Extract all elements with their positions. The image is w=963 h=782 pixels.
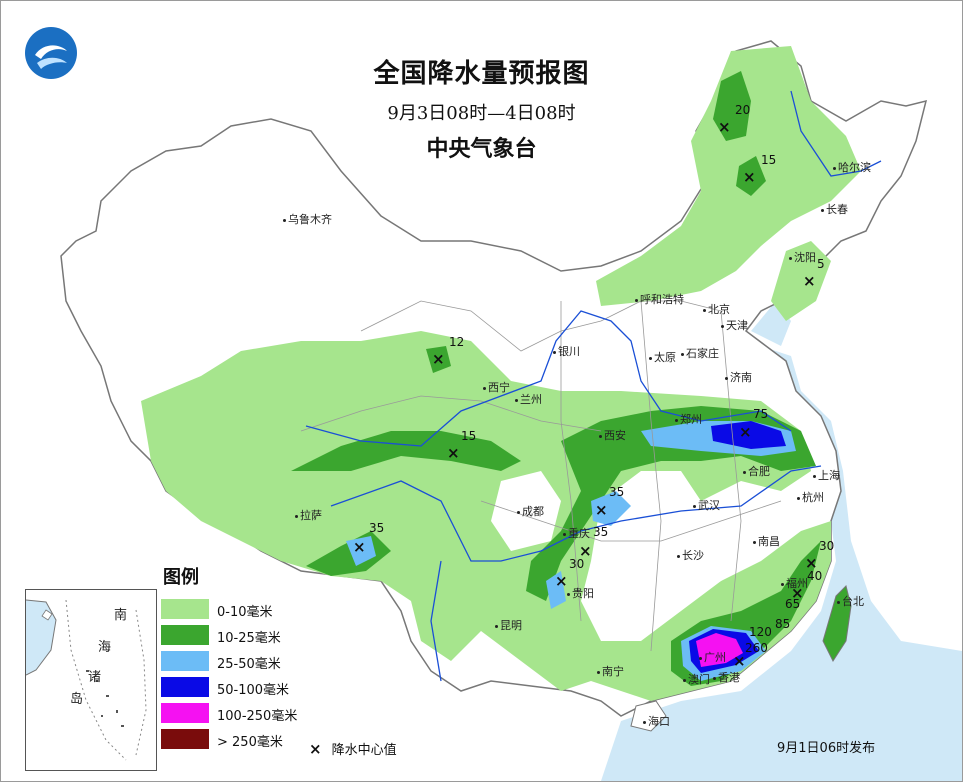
inset-map: [25, 599, 147, 761]
south-sea-inset: 南 海 诸 岛: [25, 589, 157, 771]
city-lhasa: 拉萨: [295, 507, 322, 523]
issue-time: 9月1日06时发布: [777, 741, 876, 756]
cma-logo-icon: [25, 27, 77, 79]
city-guangzhou: 广州: [699, 649, 726, 665]
dry-area-central: [611, 511, 761, 601]
precip-center-value: 85: [775, 617, 791, 631]
inset-label: 海: [98, 640, 112, 655]
legend-title: 图例: [163, 567, 199, 588]
precip-center-marker: ×: [718, 118, 731, 136]
inset-label: 南: [114, 608, 128, 623]
city-nanchang: 南昌: [753, 533, 780, 549]
precip-center-marker: ×: [743, 168, 756, 186]
legend-item: 0-10毫米: [161, 599, 311, 620]
precip-center-marker: ×: [579, 542, 592, 560]
inset-label: 诸: [88, 670, 102, 685]
city-changchun: 长春: [821, 201, 848, 217]
precip-center-value: 35: [593, 525, 609, 539]
city-lanzhou: 兰州: [515, 391, 542, 407]
city-hefei: 合肥: [743, 463, 770, 479]
precip-center-marker: ×: [805, 554, 818, 572]
province-borders: [300, 300, 782, 652]
precip-100-250-area: [696, 633, 743, 667]
legend-swatch: [161, 625, 209, 645]
precip-center-marker: ×: [353, 538, 366, 556]
precip-center-value: 30: [819, 539, 835, 553]
legend-item: 10-25毫米: [161, 625, 311, 646]
legend-item: 100-250毫米: [161, 703, 311, 724]
city-harbin: 哈尔滨: [833, 159, 871, 175]
city-tianjin: 天津: [721, 317, 748, 333]
precip-center-marker: ×: [555, 572, 568, 590]
legend-swatch: [161, 599, 209, 619]
city-haikou: 海口: [643, 713, 670, 729]
city-wuhan: 武汉: [693, 497, 720, 513]
inset-label: 岛: [70, 692, 84, 707]
sea-area: [601, 331, 962, 781]
precip-center-value: 12: [449, 335, 465, 349]
legend-swatch: [161, 677, 209, 697]
city-macau: 澳门: [683, 671, 710, 687]
taiwan-island: [822, 585, 852, 663]
x-marker-icon: ×: [309, 740, 322, 758]
city-fuzhou: 福州: [781, 575, 808, 591]
precip-center-value: 30: [569, 557, 585, 571]
precip-center-value: 75: [753, 407, 769, 421]
city-urumqi: 乌鲁木齐: [283, 211, 332, 227]
legend-swatch: [161, 651, 209, 671]
city-hangzhou: 杭州: [797, 489, 824, 505]
city-xian: 西安: [599, 427, 626, 443]
precip-center-marker: ×: [733, 652, 746, 670]
city-xining: 西宁: [483, 379, 510, 395]
dry-area-sichuan: [491, 471, 561, 551]
legend-center-marker: × 降水中心值: [309, 740, 397, 758]
precip-center-value: 260: [745, 641, 768, 655]
city-shijiazhuang: 石家庄: [681, 345, 719, 361]
city-hongkong: 香港: [713, 669, 740, 685]
precip-center-value: 15: [761, 153, 777, 167]
precip-center-value: 20: [735, 103, 751, 117]
forecast-period: 9月3日08时—4日08时: [387, 103, 576, 124]
city-zhengzhou: 郑州: [675, 411, 702, 427]
city-taiyuan: 太原: [649, 349, 676, 365]
precip-center-value: 40: [807, 569, 823, 583]
precip-center-value: 15: [461, 429, 477, 443]
city-jinan: 济南: [725, 369, 752, 385]
precip-center-marker: ×: [739, 423, 752, 441]
city-guiyang: 贵阳: [567, 585, 594, 601]
precip-center-marker: ×: [803, 272, 816, 290]
city-shanghai: 上海: [813, 467, 840, 483]
precip-center-value: 65: [785, 597, 801, 611]
legend-swatch: [161, 729, 209, 749]
city-chengdu: 成都: [517, 503, 544, 519]
rivers: [305, 90, 882, 682]
issuer-name: 中央气象台: [426, 137, 537, 162]
city-changsha: 长沙: [677, 547, 704, 563]
city-beijing: 北京: [703, 301, 730, 317]
city-yinchuan: 银川: [553, 343, 580, 359]
city-hohhot: 呼和浩特: [635, 291, 684, 307]
precip-center-value: 120: [749, 625, 772, 639]
legend-item: > 250毫米: [161, 729, 311, 750]
precip-center-marker: ×: [432, 350, 445, 368]
city-chongqing: 重庆: [563, 525, 590, 541]
city-shenyang: 沈阳: [789, 249, 816, 265]
legend-swatch: [161, 703, 209, 723]
hainan-island: [630, 700, 667, 732]
legend-item: 25-50毫米: [161, 651, 311, 672]
city-taipei: 台北: [837, 593, 864, 609]
precip-center-marker: ×: [595, 501, 608, 519]
city-nanning: 南宁: [597, 663, 624, 679]
city-kunming: 昆明: [495, 617, 522, 633]
map-title: 全国降水量预报图: [373, 59, 590, 89]
precip-center-marker: ×: [447, 444, 460, 462]
precip-center-value: 35: [369, 521, 385, 535]
precip-center-value: 35: [609, 485, 625, 499]
precip-center-marker: ×: [791, 584, 804, 602]
legend-item: 50-100毫米: [161, 677, 311, 698]
precip-center-value: 5: [817, 257, 825, 271]
